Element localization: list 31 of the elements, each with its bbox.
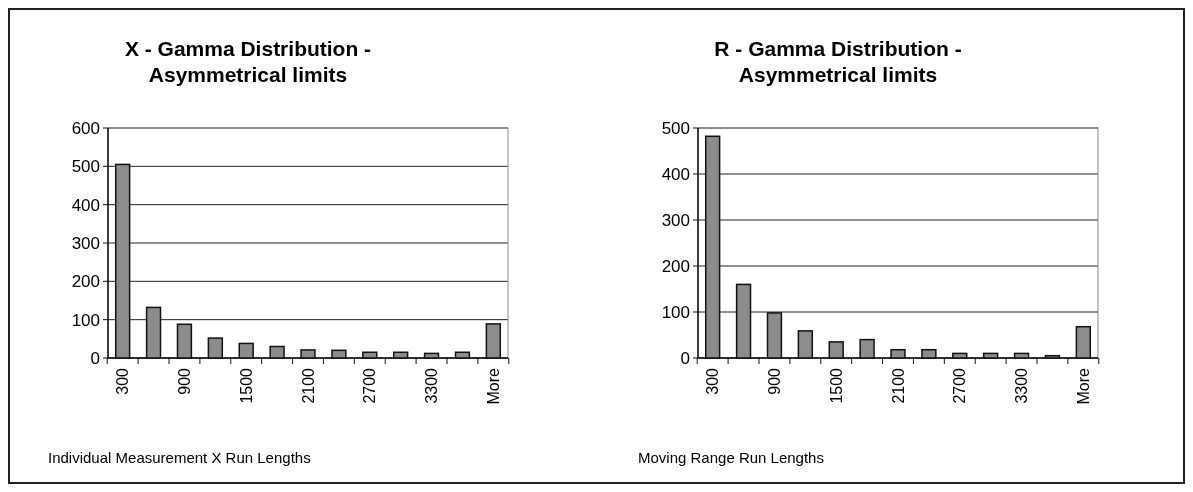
- y-tick-label: 100: [661, 302, 690, 322]
- x-tick-label: 3300: [1013, 367, 1031, 404]
- y-tick-label: 0: [680, 348, 690, 368]
- x-tick-label: 3300: [423, 367, 441, 404]
- x-tick-label: 1500: [237, 367, 255, 404]
- y-tick-label: 400: [661, 164, 690, 184]
- x-tick-label: 300: [704, 367, 722, 395]
- y-tick-label: 200: [661, 256, 690, 276]
- x-axis-title: Individual Measurement X Run Lengths: [48, 449, 311, 466]
- y-tick-label: 300: [71, 233, 100, 253]
- chart-title: R - Gamma Distribution - Asymmetrical limits: [714, 37, 962, 86]
- y-tick-label: 100: [71, 310, 100, 330]
- x-tick-label: More: [1074, 367, 1092, 405]
- x-axis-title: Moving Range Run Lengths: [638, 449, 824, 466]
- x-tick-label: 900: [176, 367, 194, 395]
- x-tick-label: 2700: [361, 367, 379, 404]
- chart-title: X - Gamma Distribution - Asymmetrical limits: [124, 37, 372, 86]
- x-tick-label: 2100: [299, 367, 317, 404]
- y-tick-label: 500: [71, 157, 100, 177]
- y-tick-label: 400: [71, 195, 100, 215]
- y-tick-label: 200: [71, 272, 100, 292]
- x-tick-label: 300: [114, 367, 132, 395]
- x-tick-label: 900: [766, 367, 784, 395]
- x-tick-label: 1500: [827, 367, 845, 404]
- y-tick-label: 0: [90, 348, 100, 368]
- y-tick-label: 500: [661, 118, 690, 138]
- x-tick-label: 2700: [951, 367, 969, 404]
- x-tick-label: 2100: [889, 367, 907, 404]
- y-tick-label: 600: [71, 118, 100, 138]
- y-tick-label: 300: [661, 210, 690, 230]
- x-tick-label: More: [484, 367, 502, 405]
